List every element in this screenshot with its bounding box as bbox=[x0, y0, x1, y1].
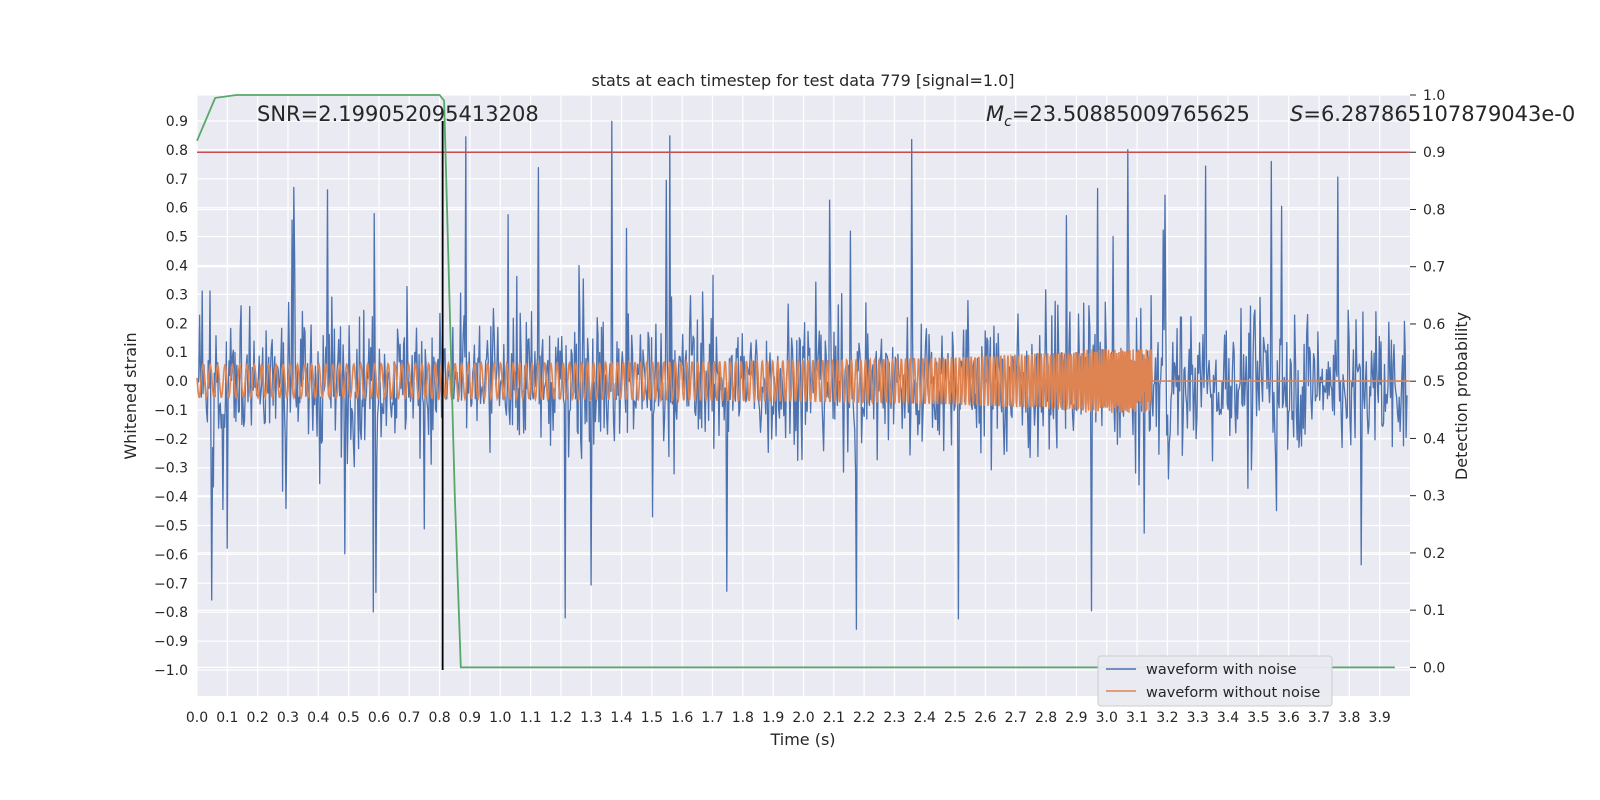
right-y-tick-label: 0.2 bbox=[1423, 546, 1445, 562]
x-tick-label: 2.8 bbox=[1035, 710, 1057, 726]
x-tick-label: 1.6 bbox=[671, 710, 693, 726]
x-tick-label: 0.3 bbox=[277, 710, 299, 726]
x-tick-label: 0.7 bbox=[398, 710, 420, 726]
probability-line bbox=[196, 94, 1395, 669]
y-tick-label: 0.4 bbox=[166, 258, 188, 274]
x-tick-label: 2.5 bbox=[944, 710, 966, 726]
x-tick-label: 2.3 bbox=[883, 710, 905, 726]
x-tick-label: 3.4 bbox=[1217, 710, 1239, 726]
y-tick-label: −0.1 bbox=[154, 403, 188, 419]
x-tick-label: 3.7 bbox=[1308, 710, 1330, 726]
x-tick-label: 3.5 bbox=[1247, 710, 1269, 726]
right-y-tick-label: 0.1 bbox=[1423, 603, 1445, 619]
noise-line bbox=[196, 120, 1408, 630]
y-tick-label: 0.7 bbox=[166, 172, 188, 188]
y-tick-label: 0.1 bbox=[166, 345, 188, 361]
x-tick-label: 0.1 bbox=[216, 710, 238, 726]
right-y-axis-label: Detection probability bbox=[1452, 312, 1471, 480]
chirp-mass-annotation: Mc=23.50885009765625 bbox=[986, 102, 1250, 130]
x-tick-label: 3.0 bbox=[1096, 710, 1118, 726]
s-annotation: S=6.287865107879043e-0 bbox=[1290, 102, 1575, 126]
legend-label-clean: waveform without noise bbox=[1146, 685, 1320, 701]
x-tick-label: 0.0 bbox=[186, 710, 208, 726]
series-waveform-with-noise bbox=[196, 120, 1408, 630]
x-tick-label: 3.2 bbox=[1156, 710, 1178, 726]
right-y-tick-label: 0.6 bbox=[1423, 317, 1445, 333]
x-tick-label: 2.6 bbox=[974, 710, 996, 726]
series-waveform-without-noise bbox=[196, 349, 1410, 413]
legend-label-noise: waveform with noise bbox=[1146, 662, 1297, 678]
y-tick-label: −1.0 bbox=[154, 663, 188, 679]
x-tick-labels: 0.0 0.1 0.2 0.3 0.4 0.5 0.6 0.7 0.8 0.9 1.0 1.1 1.2 1… bbox=[186, 710, 1391, 726]
chart-title: stats at each timestep for test data 779… bbox=[591, 71, 1014, 90]
x-tick-label: 1.9 bbox=[762, 710, 784, 726]
y-tick-label: −0.3 bbox=[154, 461, 188, 477]
y-tick-label: −0.7 bbox=[154, 576, 188, 592]
right-y-tick-label: 0.5 bbox=[1423, 374, 1445, 390]
x-axis-label: Time (s) bbox=[769, 730, 835, 749]
x-tick-label: 3.9 bbox=[1369, 710, 1391, 726]
right-y-tick-label: 0.8 bbox=[1423, 202, 1445, 218]
x-tick-label: 3.1 bbox=[1126, 710, 1148, 726]
x-tick-label: 2.4 bbox=[914, 710, 936, 726]
right-y-tick-label: 0.4 bbox=[1423, 431, 1445, 447]
x-tick-label: 2.0 bbox=[792, 710, 814, 726]
y-tick-label: 0.0 bbox=[166, 374, 188, 390]
y-tick-label: 0.3 bbox=[166, 287, 188, 303]
y-tick-label: 0.6 bbox=[166, 201, 188, 217]
x-tick-label: 1.2 bbox=[550, 710, 572, 726]
clean-line bbox=[196, 349, 1410, 413]
y-tick-label: −0.9 bbox=[154, 634, 188, 650]
x-tick-label: 0.5 bbox=[337, 710, 359, 726]
y-tick-label: −0.5 bbox=[154, 519, 188, 535]
x-tick-label: 0.8 bbox=[428, 710, 450, 726]
y-tick-label: −0.8 bbox=[154, 605, 188, 621]
x-tick-label: 0.2 bbox=[247, 710, 269, 726]
x-tick-label: 1.4 bbox=[610, 710, 632, 726]
x-tick-label: 3.3 bbox=[1187, 710, 1209, 726]
x-tick-label: 0.9 bbox=[459, 710, 481, 726]
x-tick-label: 0.6 bbox=[368, 710, 390, 726]
x-tick-label: 1.1 bbox=[519, 710, 541, 726]
y-tick-label: 0.9 bbox=[166, 114, 188, 130]
snr-annotation: SNR=2.199052095413208 bbox=[257, 102, 539, 126]
chirp-mass-subscript: c bbox=[1004, 114, 1012, 130]
x-tick-label: 2.2 bbox=[853, 710, 875, 726]
y-tick-label: −0.4 bbox=[154, 490, 188, 506]
y-tick-label: −0.6 bbox=[154, 547, 188, 563]
x-tick-label: 1.7 bbox=[701, 710, 723, 726]
legend-box bbox=[1097, 655, 1333, 707]
x-tick-label: 3.8 bbox=[1338, 710, 1360, 726]
right-y-tick-label: 0.7 bbox=[1423, 260, 1445, 276]
x-tick-label: 1.3 bbox=[580, 710, 602, 726]
s-symbol: S bbox=[1290, 102, 1303, 126]
legend: waveform with noise waveform without noi… bbox=[1097, 655, 1333, 707]
y-tick-label: 0.2 bbox=[166, 316, 188, 332]
right-y-tick-label: 1.0 bbox=[1423, 88, 1445, 104]
x-tick-label: 2.7 bbox=[1005, 710, 1027, 726]
right-y-tick-label: 0.9 bbox=[1423, 145, 1445, 161]
x-tick-label: 3.6 bbox=[1278, 710, 1300, 726]
right-y-tick-label: 0.3 bbox=[1423, 489, 1445, 505]
y-axis-label: Whitened strain bbox=[121, 332, 140, 459]
x-tick-label: 1.5 bbox=[641, 710, 663, 726]
y-gridlines bbox=[197, 120, 1410, 671]
right-y-tick-labels: 1.0 0.9 0.8 0.7 0.6 0.5 0.4 0.3 0.2 0.1 0.0 bbox=[1410, 88, 1445, 676]
series-detection-probability bbox=[196, 94, 1395, 669]
right-y-tick-label: 0.0 bbox=[1423, 660, 1445, 676]
y-tick-label: 0.8 bbox=[166, 143, 188, 159]
y-tick-label: −0.2 bbox=[154, 432, 188, 448]
y-tick-labels: 0.9 0.8 0.7 0.6 0.5 0.4 0.3 0.2 0.1 0.0 −0.1 −0.2 −0… bbox=[154, 114, 188, 679]
s-value: =6.287865107879043e-0 bbox=[1303, 102, 1575, 126]
chirp-mass-symbol: M bbox=[986, 102, 1004, 126]
x-tick-label: 0.4 bbox=[307, 710, 329, 726]
y-tick-label: 0.5 bbox=[166, 230, 188, 246]
x-tick-label: 1.8 bbox=[732, 710, 754, 726]
x-tick-label: 2.9 bbox=[1065, 710, 1087, 726]
x-tick-label: 1.0 bbox=[489, 710, 511, 726]
chirp-mass-value: =23.50885009765625 bbox=[1012, 102, 1250, 126]
x-tick-label: 2.1 bbox=[823, 710, 845, 726]
